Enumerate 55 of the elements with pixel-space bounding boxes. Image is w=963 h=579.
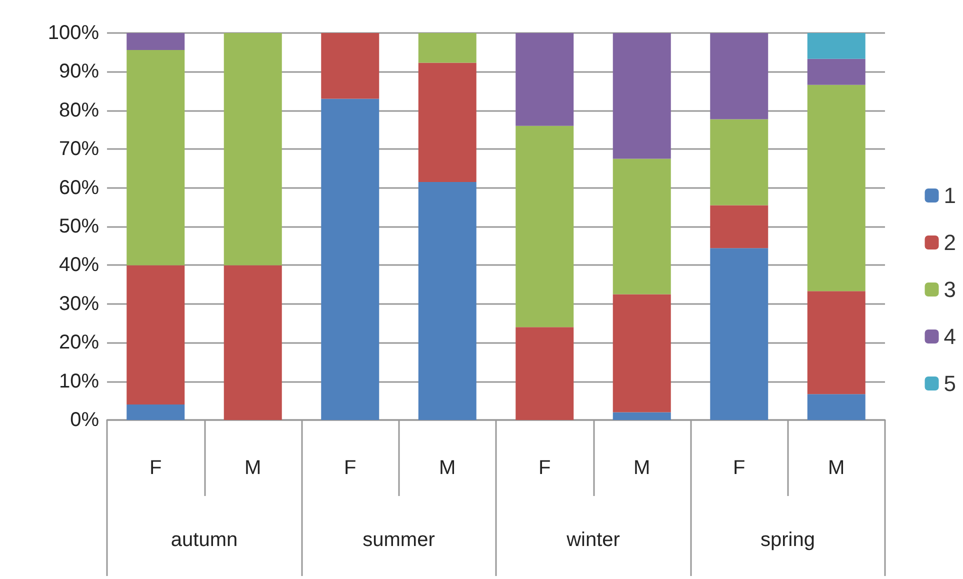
legend-label: 3 (944, 277, 956, 302)
x-tick-label: F (733, 457, 746, 479)
y-tick-label: 30% (58, 292, 100, 315)
bar (710, 248, 768, 420)
bar (516, 126, 574, 328)
y-tick-label: 50% (58, 216, 100, 238)
bar (612, 294, 671, 412)
bar (126, 265, 185, 405)
x-tick-label: M (244, 457, 262, 479)
text: autumn (170, 529, 238, 551)
legend-label: 1 (944, 183, 956, 208)
text: winter (566, 529, 620, 551)
legend-label: 5 (944, 371, 956, 396)
y-tick-label: 90% (58, 60, 100, 83)
y-tick-label: 100% (48, 22, 100, 44)
x-tick-label: F (538, 457, 551, 479)
bar (807, 33, 866, 59)
bar (126, 404, 185, 420)
text: summer (362, 529, 436, 551)
y-tick-label: 0% (70, 409, 100, 431)
x-tick-label: M (634, 457, 650, 479)
bar (418, 33, 476, 63)
bar (126, 33, 185, 50)
y-tick-label: 10% (58, 370, 100, 392)
x-tick-label: F (344, 457, 356, 479)
bar (516, 327, 574, 420)
bar (321, 98, 380, 420)
y-tick-label: 20% (58, 332, 100, 354)
y-tick-label: 70% (58, 138, 100, 160)
bar (418, 182, 476, 420)
y-tick-label: 60% (58, 176, 100, 199)
bar (224, 33, 282, 266)
text: spring (760, 529, 815, 551)
bar (321, 33, 380, 99)
bar (612, 33, 671, 159)
bar (126, 50, 185, 266)
bar (807, 394, 866, 420)
bar (418, 62, 476, 182)
x-tick-label: M (439, 457, 456, 479)
bar (612, 412, 671, 420)
bar (710, 119, 768, 206)
bar (612, 158, 671, 294)
y-tick-label: 80% (58, 99, 100, 122)
bar (807, 84, 866, 292)
bar (710, 205, 768, 248)
bar (710, 33, 768, 120)
bar (516, 33, 574, 126)
x-tick-label: M (828, 457, 845, 479)
legend-label: 4 (944, 324, 956, 349)
bar (224, 265, 282, 420)
x-tick-label: F (150, 457, 162, 479)
bar (807, 291, 866, 394)
legend-label: 2 (944, 230, 956, 255)
y-tick-label: 40% (58, 254, 100, 276)
bar (807, 58, 866, 85)
